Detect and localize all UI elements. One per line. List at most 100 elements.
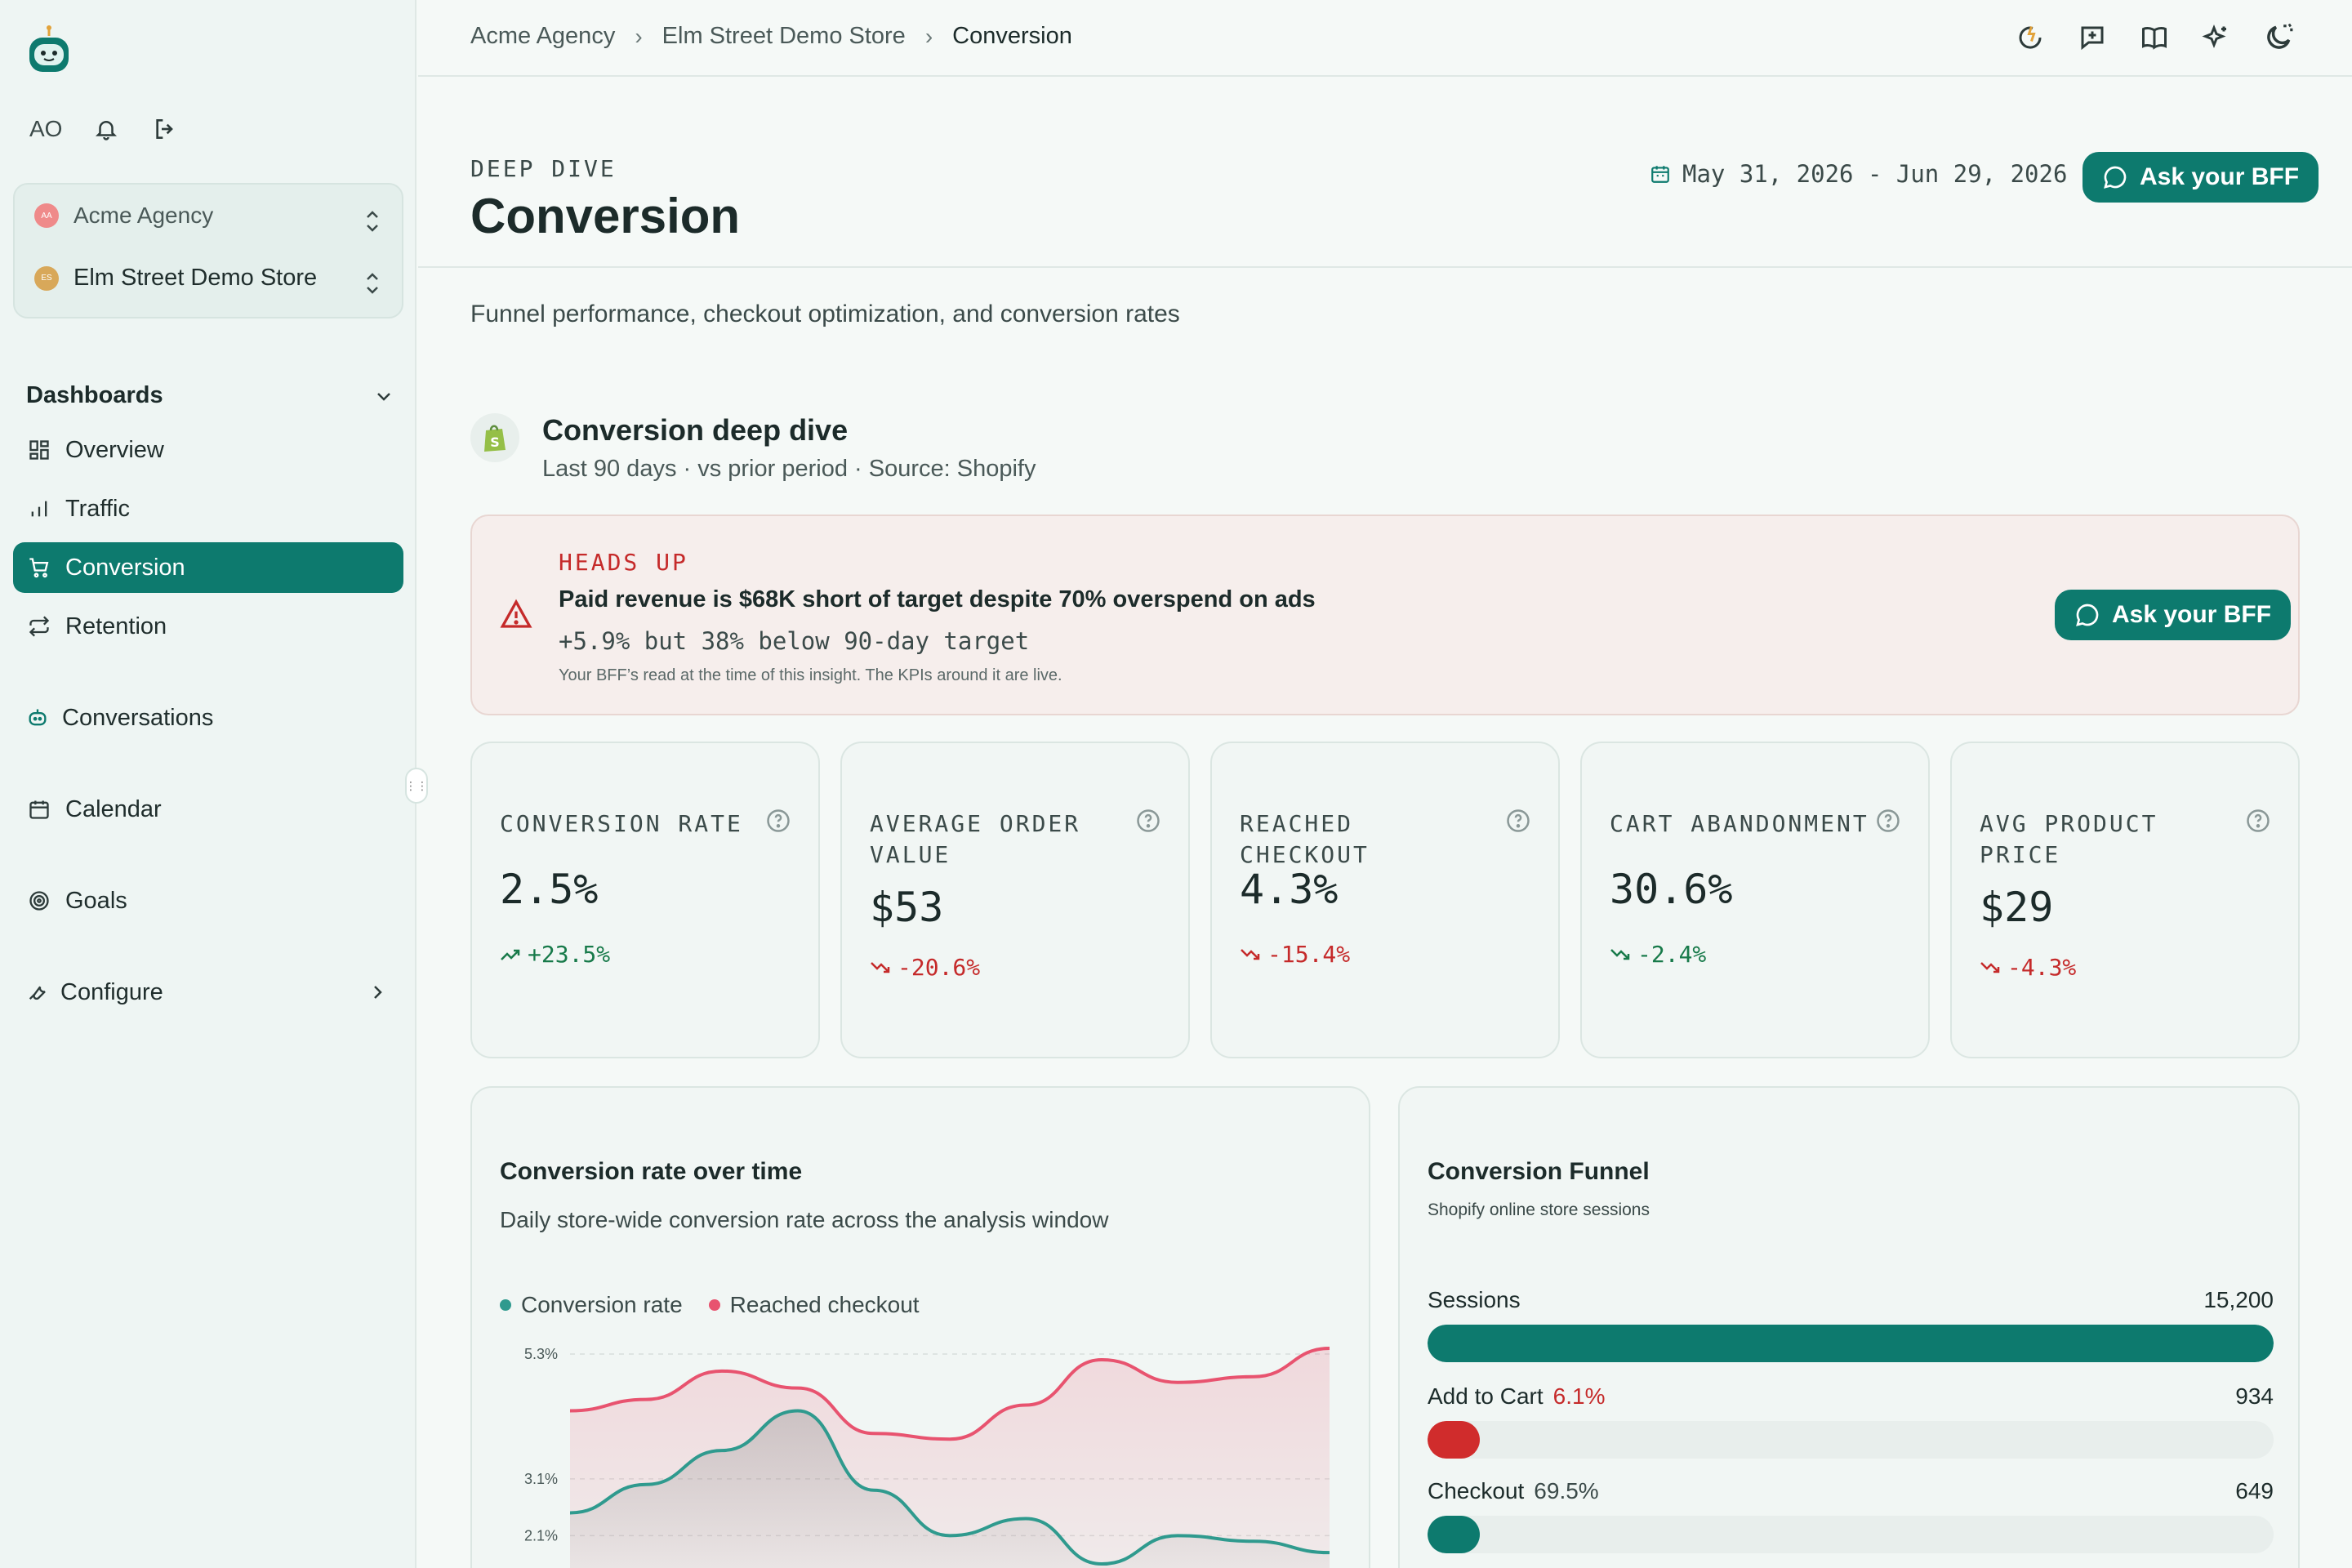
y-tick-label: 3.1%	[524, 1471, 558, 1487]
kpi-delta: -15.4%	[1240, 941, 1350, 968]
agency-selector[interactable]: AA Acme Agency	[34, 203, 213, 229]
shopify-icon: S	[470, 413, 519, 462]
sidebar-item-label: Traffic	[65, 495, 130, 522]
kpi-card-avg-product-price[interactable]: AVG PRODUCT PRICE $29 -4.3%	[1950, 742, 2300, 1058]
help-icon[interactable]	[2246, 808, 2270, 833]
legend-item-reached-checkout[interactable]: Reached checkout	[708, 1292, 920, 1318]
breadcrumb-store[interactable]: Elm Street Demo Store	[662, 23, 906, 49]
feedback-icon[interactable]	[2076, 21, 2109, 54]
agency-name: Acme Agency	[74, 203, 214, 228]
funnel-step-count: 649	[2235, 1478, 2274, 1503]
ask-bff-label: Ask your BFF	[2140, 163, 2300, 190]
reached-checkout-line	[569, 1347, 1330, 1441]
top-bar: Acme Agency › Elm Street Demo Store › Co…	[418, 0, 2352, 77]
funnel-step-pct: 6.1%	[1552, 1383, 1606, 1409]
sidebar-item-overview[interactable]: Overview	[13, 425, 403, 475]
logout-icon[interactable]	[150, 114, 180, 144]
page-eyebrow: DEEP DIVE	[470, 155, 617, 182]
sidebar-item-goals[interactable]: Goals	[13, 875, 403, 926]
grid-icon	[26, 437, 52, 463]
sidebar-item-conversations[interactable]: Conversations	[13, 693, 403, 743]
kpi-value: $53	[870, 884, 944, 931]
legend-item-conversion-rate[interactable]: Conversion rate	[500, 1292, 683, 1318]
kpi-card-cart-abandonment[interactable]: CART ABANDONMENT 30.6% -2.4%	[1580, 742, 1930, 1058]
chat-bubble-icon	[2076, 604, 2099, 626]
conversion-rate-chart[interactable]: 5.3% 3.1% 2.1%	[472, 1088, 1370, 1568]
funnel-step-label: Sessions	[1428, 1287, 1521, 1312]
ask-bff-label: Ask your BFF	[2112, 601, 2272, 628]
top-actions	[2014, 21, 2295, 54]
sidebar-item-conversion[interactable]: Conversion	[13, 542, 403, 593]
svg-text:S: S	[490, 434, 500, 450]
bell-icon[interactable]	[91, 114, 121, 144]
trend-down-icon	[1241, 948, 1260, 960]
store-avatar: ES	[34, 265, 59, 291]
funnel-bar-fill	[1428, 1325, 2274, 1362]
calendar-icon	[26, 796, 52, 822]
help-icon[interactable]	[766, 808, 791, 833]
store-selector[interactable]: ES Elm Street Demo Store	[34, 265, 317, 292]
chevron-right-icon	[374, 986, 382, 999]
breadcrumb-agency[interactable]: Acme Agency	[470, 23, 616, 49]
page-subtitle: Funnel performance, checkout optimizatio…	[470, 301, 1180, 327]
kpi-value: 30.6%	[1610, 866, 1733, 913]
kpi-label: AVG PRODUCT PRICE	[1980, 810, 2158, 868]
kpi-label: CART ABANDONMENT	[1610, 810, 1869, 837]
section-subtitle: Last 90 days · vs prior period · Source:…	[542, 456, 1036, 482]
sidebar-item-calendar[interactable]: Calendar	[13, 784, 403, 835]
kpi-delta-value: -20.6%	[898, 954, 981, 981]
user-initials[interactable]: AO	[29, 116, 63, 141]
kpi-card-reached-checkout[interactable]: REACHED CHECKOUT 4.3% -15.4%	[1210, 742, 1560, 1058]
y-tick-label: 2.1%	[524, 1527, 558, 1544]
chevron-right-icon: ›	[924, 23, 933, 49]
date-range-picker[interactable]: May 31, 2026 - Jun 29, 2026	[1650, 160, 2067, 188]
sidebar-item-label: Retention	[65, 612, 167, 639]
trend-up-icon	[501, 949, 520, 960]
whats-new-icon[interactable]	[2014, 21, 2047, 54]
kpi-value: 2.5%	[500, 866, 599, 913]
funnel-step-add-to-cart: Add to Cart 6.1% 934	[1428, 1383, 2274, 1459]
bff-robot-logo-icon[interactable]	[24, 24, 74, 82]
help-icon[interactable]	[1136, 808, 1160, 833]
kpi-delta-value: +23.5%	[528, 941, 611, 968]
workspace-switcher: AA Acme Agency ES Elm Street Demo Store	[13, 183, 403, 318]
sidebar-item-traffic[interactable]: Traffic	[13, 483, 403, 534]
kpi-delta-value: -15.4%	[1267, 941, 1351, 968]
ask-bff-button[interactable]: Ask your BFF	[2082, 152, 2319, 203]
legend-swatch	[500, 1299, 511, 1311]
alert-note: Your BFF’s read at the time of this insi…	[559, 666, 1062, 684]
sidebar-item-retention[interactable]: Retention	[13, 601, 403, 652]
sidebar-item-configure[interactable]: Configure	[13, 967, 403, 1018]
agency-avatar: AA	[34, 203, 59, 228]
kpi-label: CONVERSION RATE	[500, 810, 743, 837]
kpi-delta: -20.6%	[870, 954, 980, 981]
wrench-icon	[24, 979, 51, 1005]
kpi-label: REACHED CHECKOUT	[1240, 810, 1370, 868]
theme-toggle-icon[interactable]	[2262, 21, 2295, 54]
book-icon[interactable]	[2138, 21, 2171, 54]
chevron-right-icon: ›	[635, 23, 643, 49]
repeat-icon	[26, 613, 52, 639]
kpi-card-conversion-rate[interactable]: CONVERSION RATE 2.5% +23.5%	[470, 742, 820, 1058]
chart-card-title: Conversion rate over time	[500, 1158, 803, 1185]
chevron-down-icon	[377, 392, 390, 401]
funnel-subtitle: Shopify online store sessions	[1428, 1200, 1650, 1219]
help-icon[interactable]	[1876, 808, 1900, 833]
dashboards-label: Dashboards	[26, 382, 163, 408]
chevron-updown-icon[interactable]	[363, 270, 382, 297]
insight-alert: HEADS UP Paid revenue is $68K short of t…	[470, 514, 2300, 715]
alert-ask-bff-button[interactable]: Ask your BFF	[2055, 590, 2292, 640]
chevron-updown-icon[interactable]	[363, 207, 382, 235]
dashboards-section-toggle[interactable]: Dashboards	[26, 382, 394, 409]
alert-headline: Paid revenue is $68K short of target des…	[559, 586, 1316, 612]
sidebar-item-label: Conversations	[62, 704, 214, 731]
help-icon[interactable]	[1506, 808, 1530, 833]
y-tick-label: 5.3%	[524, 1346, 558, 1362]
kpi-delta: +23.5%	[500, 941, 610, 968]
date-range-label: May 31, 2026 - Jun 29, 2026	[1682, 160, 2068, 188]
sparkles-icon[interactable]	[2200, 21, 2233, 54]
sidebar-resize-handle[interactable]: ⋮⋮	[405, 768, 428, 804]
target-icon	[26, 888, 52, 914]
calendar-icon	[1651, 166, 1669, 183]
kpi-card-average-order-value[interactable]: AVERAGE ORDER VALUE $53 -20.6%	[840, 742, 1190, 1058]
